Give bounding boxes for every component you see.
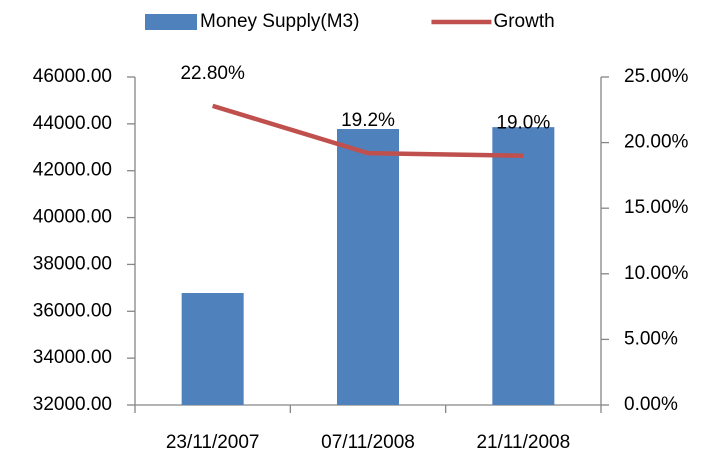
x-tick-label: 21/11/2008 (476, 432, 570, 453)
data-label: 19.2% (341, 110, 395, 131)
y2-tick-label: 15.00% (624, 197, 689, 218)
y2-tick-label: 0.00% (624, 394, 678, 415)
y-tick-label: 40000.00 (33, 207, 112, 228)
y-tick-label: 36000.00 (33, 300, 112, 321)
legend-label: Growth (493, 11, 554, 32)
line (212, 103, 524, 158)
y-tick-label: 44000.00 (33, 113, 112, 134)
bar (181, 293, 244, 405)
y-tick-label: 32000.00 (33, 394, 112, 415)
y2-tick-label: 25.00% (624, 66, 689, 87)
data-label: 19.0% (496, 113, 550, 134)
legend-swatch (145, 14, 197, 30)
y-tick-label: 42000.00 (33, 160, 112, 181)
y2-tick-label: 10.00% (624, 263, 689, 284)
bar (492, 127, 555, 405)
y-tick-label: 34000.00 (33, 347, 112, 368)
x-tick-label: 07/11/2008 (321, 432, 415, 453)
bar (337, 129, 399, 406)
y-tick-label: 38000.00 (33, 253, 112, 274)
x-tick-label: 23/11/2007 (166, 432, 260, 453)
data-label: 22.80% (180, 63, 245, 84)
y2-tick-label: 20.00% (624, 132, 689, 153)
legend-label: Money Supply(M3) (200, 11, 359, 32)
y-tick-label: 46000.00 (33, 66, 112, 87)
y2-tick-label: 5.00% (624, 328, 678, 349)
